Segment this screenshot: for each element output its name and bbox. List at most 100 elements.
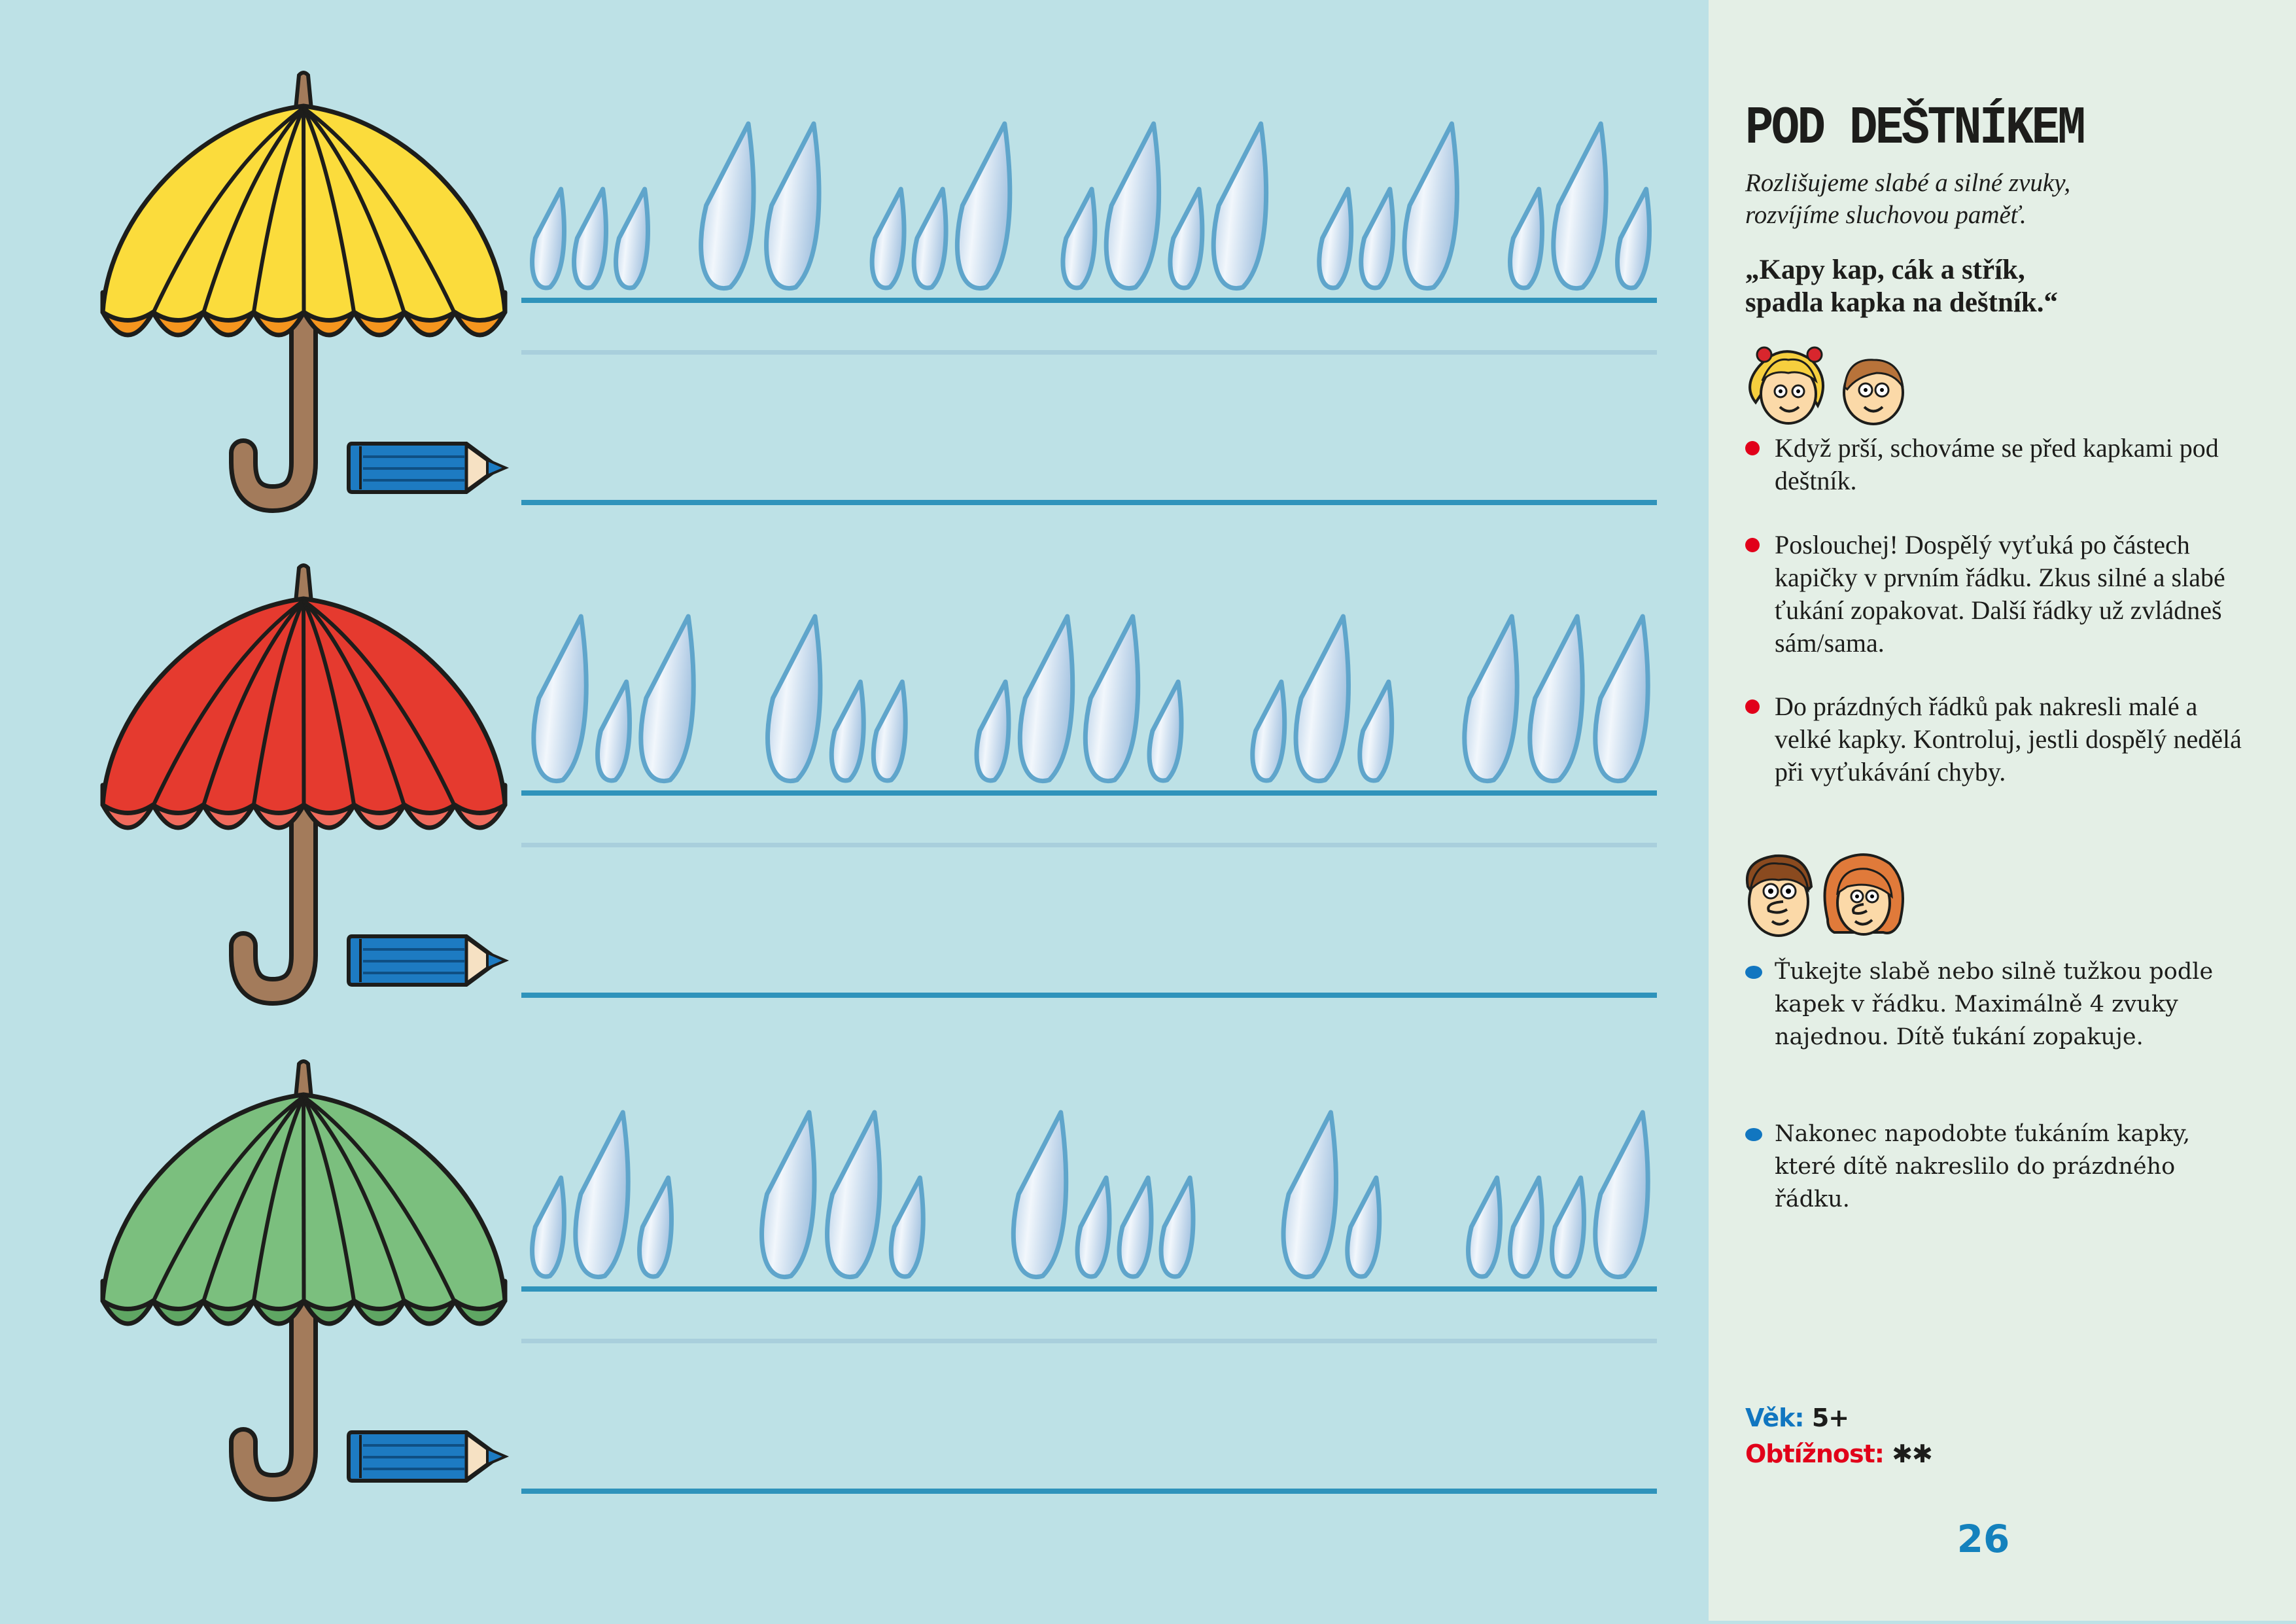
raindrop-small-icon bbox=[1615, 186, 1652, 291]
umbrella-rib bbox=[201, 1095, 305, 1303]
adults-faces-icon bbox=[1745, 853, 1904, 937]
umbrella-rib bbox=[151, 1095, 305, 1303]
raindrop-small-icon bbox=[595, 679, 632, 783]
raindrop-large-icon bbox=[1527, 614, 1585, 784]
raindrop-large-icon bbox=[1281, 1110, 1338, 1280]
raindrop-large-icon bbox=[954, 121, 1013, 291]
umbrella-rib bbox=[302, 1095, 357, 1303]
umbrella-rib bbox=[151, 599, 305, 807]
raindrop-small-icon bbox=[888, 1175, 926, 1279]
umbrella-rib bbox=[302, 1095, 457, 1303]
umbrella-rib bbox=[251, 1095, 305, 1303]
age-info: Věk: 5+ bbox=[1745, 1403, 1849, 1432]
raindrop-large-icon bbox=[825, 1110, 882, 1280]
umbrella-rib bbox=[302, 106, 407, 314]
difficulty-info: Obtížnost: ✱✱ bbox=[1745, 1439, 1933, 1468]
raindrop-group bbox=[869, 121, 1013, 291]
pencil-wood bbox=[464, 442, 501, 494]
writing-line-baseline bbox=[521, 790, 1657, 796]
difficulty-stars: ✱✱ bbox=[1892, 1439, 1933, 1468]
raindrop-small-icon bbox=[1060, 186, 1098, 291]
raindrop-group bbox=[765, 614, 908, 784]
raindrop-large-icon bbox=[573, 1110, 631, 1280]
raindrop-group bbox=[1250, 614, 1395, 784]
raindrop-large-icon bbox=[531, 614, 589, 784]
writing-line-guide bbox=[521, 843, 1657, 847]
umbrella-rib bbox=[302, 599, 357, 807]
umbrella-rib bbox=[151, 106, 305, 315]
writing-line-baseline bbox=[521, 298, 1657, 303]
raindrop-small-icon bbox=[1158, 1175, 1196, 1279]
raindrop-large-icon bbox=[1011, 1110, 1069, 1280]
writing-line-answer bbox=[521, 500, 1657, 505]
writing-line-guide bbox=[521, 1339, 1657, 1343]
umbrella-rib bbox=[302, 107, 357, 314]
writing-line-baseline bbox=[521, 1286, 1657, 1292]
children-faces-icon bbox=[1748, 346, 1904, 425]
umbrella-rib bbox=[201, 106, 305, 314]
umbrella-handle bbox=[234, 788, 313, 1002]
writing-line-guide bbox=[521, 350, 1657, 355]
umbrella-rib bbox=[302, 1095, 407, 1303]
page-title: POD DEŠTNÍKEM bbox=[1745, 98, 2086, 159]
writing-line-answer bbox=[521, 993, 1657, 998]
age-value: 5+ bbox=[1811, 1403, 1849, 1432]
umbrella-rib bbox=[251, 599, 305, 807]
raindrop-small-icon bbox=[1466, 1175, 1503, 1279]
raindrop-small-icon bbox=[530, 1175, 566, 1279]
instructions-panel: POD DEŠTNÍKEM Rozlišujeme slabé a silné … bbox=[1709, 0, 2296, 1621]
raindrop-group bbox=[531, 614, 696, 784]
raindrop-small-icon bbox=[1075, 1175, 1112, 1279]
page-number: 26 bbox=[1957, 1517, 2010, 1561]
raindrop-large-icon bbox=[1017, 614, 1075, 784]
exercise-area bbox=[100, 71, 1657, 1502]
raindrop-small-icon bbox=[1117, 1175, 1154, 1279]
pencil-lead bbox=[486, 950, 510, 971]
bullet-dot-red bbox=[1745, 699, 1760, 714]
raindrop-group bbox=[1462, 614, 1650, 784]
pencil-icon bbox=[347, 442, 510, 494]
raindrop-small-icon bbox=[911, 186, 948, 291]
quote-line: „Kapy kap, cák a střík, bbox=[1745, 255, 2025, 285]
umbrella-icon bbox=[100, 563, 510, 1006]
raindrop-group bbox=[530, 186, 650, 291]
subtitle-line: rozvíjíme sluchovou paměť. bbox=[1745, 201, 2026, 229]
raindrop-large-icon bbox=[1593, 614, 1650, 784]
raindrop-large-icon bbox=[1593, 1110, 1650, 1280]
difficulty-label: Obtížnost: bbox=[1745, 1439, 1885, 1468]
raindrop-small-icon bbox=[1508, 1175, 1544, 1279]
pencil-wood bbox=[464, 1430, 501, 1483]
umbrella-rib bbox=[302, 106, 457, 315]
raindrop-large-icon bbox=[765, 614, 823, 784]
raindrop-large-icon bbox=[1104, 121, 1162, 291]
raindrop-small-icon bbox=[869, 186, 907, 291]
umbrella-tip bbox=[293, 1059, 314, 1100]
raindrop-small-icon bbox=[871, 679, 908, 783]
raindrop-small-icon bbox=[1147, 679, 1184, 783]
raindrop-small-icon bbox=[1168, 186, 1205, 291]
pencil-icon bbox=[347, 1430, 510, 1483]
raindrop-large-icon bbox=[1211, 121, 1269, 291]
raindrop-large-icon bbox=[1462, 614, 1520, 784]
umbrella-icon bbox=[100, 1059, 510, 1502]
pencil-wood bbox=[464, 934, 501, 987]
subtitle-line: Rozlišujeme slabé a silné zvuky, bbox=[1745, 169, 2071, 197]
raindrop-small-icon bbox=[572, 186, 608, 291]
umbrella-rib bbox=[201, 599, 305, 807]
writing-line-answer bbox=[521, 1489, 1657, 1494]
raindrop-group bbox=[1060, 121, 1269, 291]
raindrop-group bbox=[530, 1110, 674, 1280]
raindrop-small-icon bbox=[829, 679, 866, 783]
quote-line: spadla kapka na deštník.“ bbox=[1745, 287, 2058, 318]
bullet-dot-red bbox=[1745, 538, 1760, 552]
raindrop-large-icon bbox=[699, 121, 756, 291]
pencil-lead bbox=[486, 1446, 510, 1467]
bullet-dot-red bbox=[1745, 441, 1760, 455]
bullet-dot-blue bbox=[1745, 1128, 1762, 1141]
umbrella-rib bbox=[302, 599, 457, 807]
umbrella-icon bbox=[100, 71, 510, 514]
raindrop-group bbox=[1466, 1110, 1650, 1280]
raindrop-group bbox=[1281, 1110, 1382, 1280]
raindrop-group bbox=[759, 1110, 926, 1280]
raindrop-small-icon bbox=[637, 1175, 674, 1279]
